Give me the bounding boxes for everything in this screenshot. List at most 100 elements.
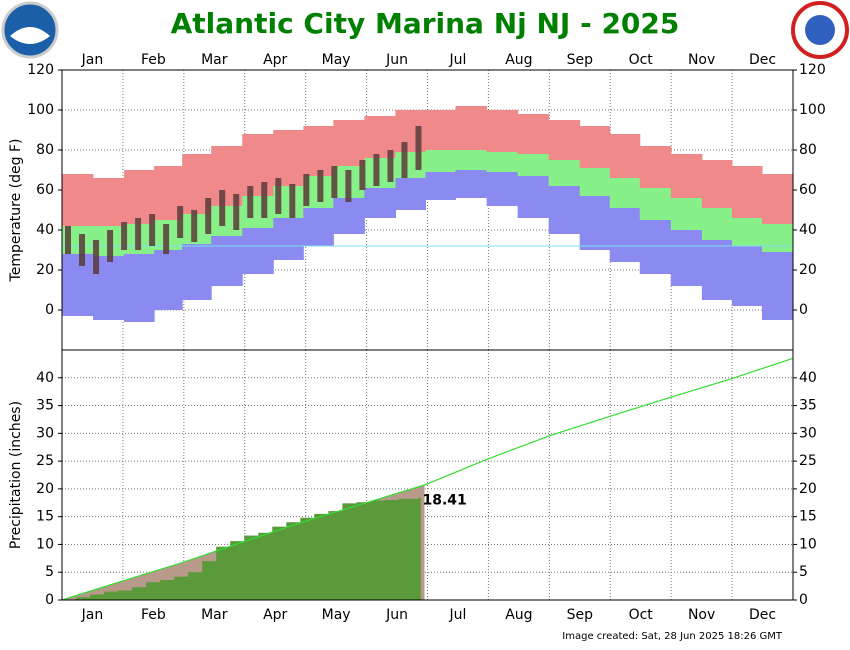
observed-precip (370, 500, 385, 600)
observed-bar (247, 186, 254, 218)
month-label: Sep (567, 607, 594, 623)
observed-bar (331, 166, 338, 198)
observed-bar (205, 198, 212, 234)
y-axis-label: Precipitation (inches) (8, 401, 24, 549)
observed-precip (356, 502, 371, 600)
observed-bar (79, 234, 86, 266)
record-low-band (124, 254, 155, 322)
normal-line (61, 357, 794, 601)
record-low-band (425, 172, 457, 200)
record-low-band (701, 240, 733, 300)
y-tick-label: 15 (36, 509, 54, 525)
y-tick-label: 20 (36, 262, 54, 278)
month-label: Jul (449, 52, 467, 68)
normal-band (242, 196, 274, 228)
month-label: Feb (141, 52, 166, 68)
observed-bar (387, 150, 394, 182)
record-high-band (609, 134, 641, 178)
observed-bar (415, 126, 422, 170)
month-label: Aug (505, 607, 532, 623)
y-tick-label: 100 (27, 102, 54, 118)
observed-precip (202, 561, 217, 600)
y2-tick-label: 20 (799, 481, 817, 497)
observed-bar (373, 154, 380, 186)
month-label: May (322, 607, 351, 623)
observed-precip (314, 513, 329, 600)
y-tick-label: 35 (36, 398, 54, 414)
observed-precip (146, 582, 161, 600)
y2-tick-label: 25 (799, 453, 817, 469)
nws-logo-center (805, 15, 835, 45)
normal-band (579, 168, 611, 196)
normal-band (701, 208, 733, 240)
y-tick-label: 120 (27, 62, 54, 78)
plot-frame (61, 349, 794, 601)
record-low-band (242, 228, 274, 274)
y2-tick-label: 10 (799, 536, 817, 552)
record-low-band (517, 176, 550, 218)
month-label: Jan (81, 52, 104, 68)
y2-tick-label: 35 (799, 398, 817, 414)
month-label: May (322, 52, 351, 68)
observed-precip (230, 541, 245, 600)
observed-bar (93, 240, 100, 274)
record-high-band (303, 126, 334, 176)
observed-bar (317, 170, 324, 202)
observed-bar (233, 194, 240, 230)
record-low-band (579, 196, 611, 250)
y2-tick-label: 20 (799, 262, 817, 278)
month-label: Mar (201, 607, 228, 623)
month-label: Dec (749, 607, 776, 623)
record-low-band (333, 198, 365, 234)
month-label: Jul (449, 607, 467, 623)
observed-bar (219, 190, 226, 226)
observed-precip (174, 576, 189, 600)
value-label: 18.41 (422, 493, 466, 509)
record-low-band (548, 186, 581, 234)
record-high-band (701, 160, 733, 208)
normal-band (455, 150, 488, 170)
observed-precip (300, 517, 315, 600)
record-high-band (455, 106, 488, 150)
y2-tick-label: 40 (799, 222, 817, 238)
y-tick-label: 80 (36, 142, 54, 158)
record-high-band (639, 146, 672, 188)
y2-tick-label: 15 (799, 509, 817, 525)
record-high-band (548, 120, 581, 160)
y-axis-label: Temperature (deg F) (8, 139, 24, 283)
observed-bar (135, 218, 142, 250)
record-high-band (425, 110, 457, 150)
observed-bar (261, 182, 268, 218)
record-low-band (303, 208, 334, 246)
y-tick-label: 0 (45, 592, 54, 608)
y2-tick-label: 60 (799, 182, 817, 198)
record-low-band (670, 230, 703, 286)
y2-tick-label: 5 (799, 564, 808, 580)
record-low-band (62, 254, 94, 316)
y2-tick-label: 0 (799, 302, 808, 318)
noaa-logo-wave (10, 27, 50, 44)
normal-band (517, 154, 550, 176)
observed-precip (286, 522, 301, 600)
observed-bar (191, 210, 198, 242)
observed-bar (359, 160, 366, 190)
record-high-band (62, 174, 94, 226)
record-low-band (455, 170, 488, 198)
record-high-band (486, 110, 519, 152)
observed-precip (244, 535, 259, 600)
observed-bar (401, 142, 408, 178)
month-label: Apr (263, 607, 287, 623)
observed-precip (258, 532, 273, 600)
month-label: Jun (385, 607, 408, 623)
observed-precip (76, 597, 91, 600)
y-tick-label: 5 (45, 564, 54, 580)
record-low-band (182, 244, 212, 300)
observed-precip (342, 503, 357, 600)
month-label: Oct (629, 607, 654, 623)
record-high-band (273, 130, 304, 186)
record-low-band (211, 236, 243, 286)
y-tick-label: 40 (36, 222, 54, 238)
record-high-band (93, 178, 125, 226)
normal-band (761, 224, 794, 252)
observed-bar (163, 224, 170, 254)
